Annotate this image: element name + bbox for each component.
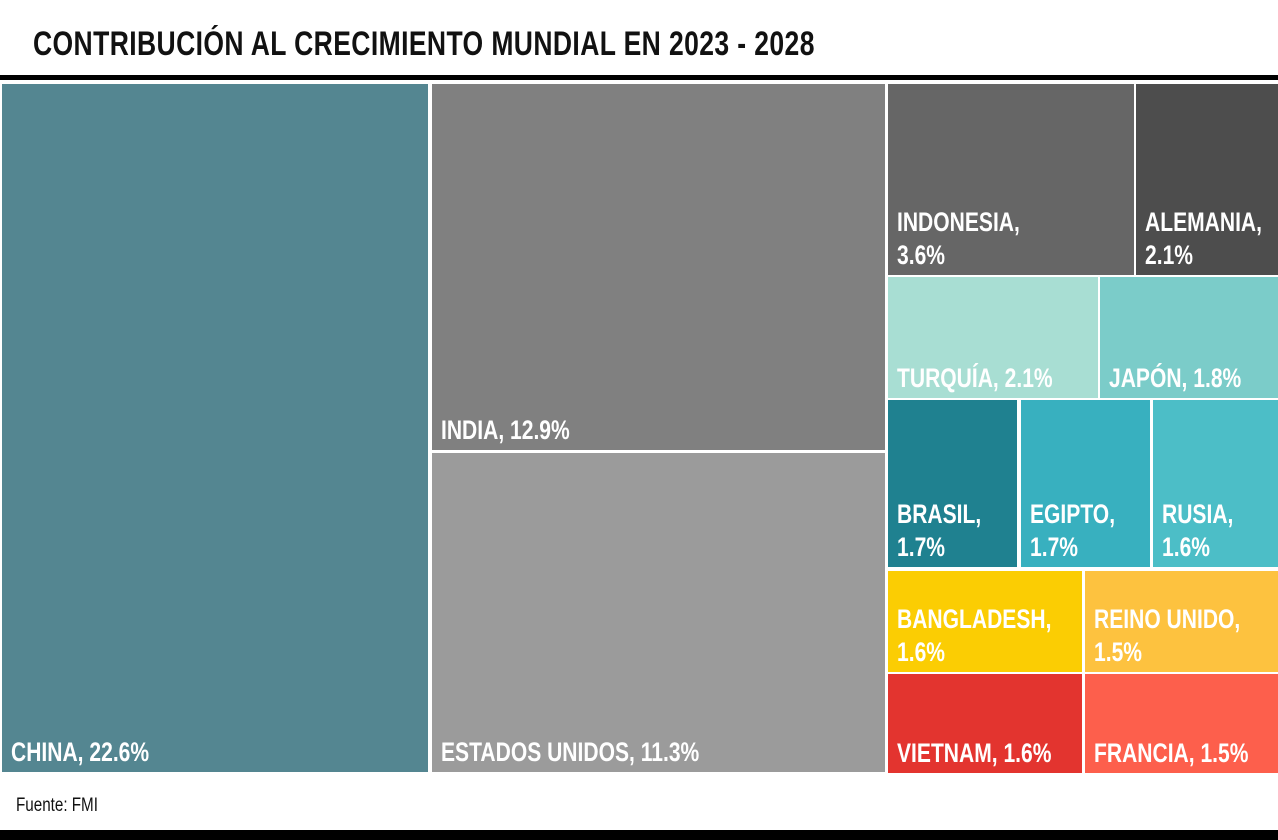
treemap-tile-estados-unidos: ESTADOS UNIDOS, 11.3% — [430, 451, 887, 774]
treemap-tile-francia: FRANCIA, 1.5% — [1083, 672, 1278, 775]
top-rule — [0, 75, 1278, 80]
treemap-tile-label: REINO UNIDO, 1.5% — [1094, 604, 1241, 667]
treemap-tile-indonesia: INDONESIA, 3.6% — [886, 82, 1136, 277]
treemap-tile-rusia: RUSIA, 1.6% — [1151, 398, 1278, 569]
chart-title: CONTRIBUCIÓN AL CRECIMIENTO MUNDIAL EN 2… — [33, 25, 815, 63]
treemap-tile-brasil: BRASIL, 1.7% — [886, 398, 1019, 569]
treemap-tile-label: ALEMANIA, 2.1% — [1145, 207, 1262, 270]
bottom-rule — [0, 830, 1278, 840]
treemap-tile-label: TURQUÍA, 2.1% — [897, 363, 1053, 393]
treemap-tile-reino-unido: REINO UNIDO, 1.5% — [1083, 569, 1278, 674]
treemap-chart: CHINA, 22.6% INDIA, 12.9% ESTADOS UNIDOS, … — [0, 80, 1278, 775]
treemap-tile-egipto: EGIPTO, 1.7% — [1019, 398, 1152, 569]
treemap-tile-india: INDIA, 12.9% — [430, 82, 887, 452]
treemap-tile-bangladesh: BANGLADESH, 1.6% — [886, 569, 1084, 674]
treemap-tile-vietnam: VIETNAM, 1.6% — [886, 672, 1084, 775]
treemap-tile-label: RUSIA, 1.6% — [1162, 499, 1234, 562]
source-note: Fuente: FMI — [16, 795, 98, 816]
treemap-tile-label: VIETNAM, 1.6% — [897, 738, 1052, 768]
treemap-tile-label: ESTADOS UNIDOS, 11.3% — [441, 737, 700, 767]
treemap-tile-label: EGIPTO, 1.7% — [1030, 499, 1116, 562]
treemap-tile-japón: JAPÓN, 1.8% — [1098, 275, 1278, 400]
treemap-tile-alemania: ALEMANIA, 2.1% — [1134, 82, 1278, 277]
treemap-tile-label: FRANCIA, 1.5% — [1094, 738, 1249, 768]
treemap-tile-turquía: TURQUÍA, 2.1% — [886, 275, 1100, 400]
treemap-tile-label: BRASIL, 1.7% — [897, 499, 982, 562]
treemap-tile-label: BANGLADESH, 1.6% — [897, 604, 1052, 667]
treemap-tile-china: CHINA, 22.6% — [0, 82, 430, 774]
treemap-tile-label: JAPÓN, 1.8% — [1109, 363, 1242, 393]
treemap-tile-label: INDONESIA, 3.6% — [897, 207, 1020, 270]
treemap-tile-label: CHINA, 22.6% — [11, 737, 150, 767]
treemap-tile-label: INDIA, 12.9% — [441, 415, 570, 445]
